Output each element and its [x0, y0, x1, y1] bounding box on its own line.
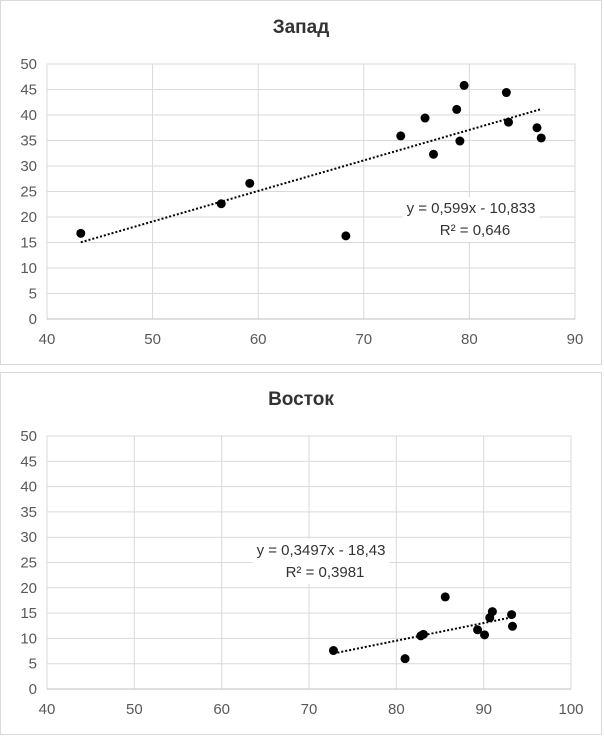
y-tick-label-east: 25 — [20, 555, 37, 572]
data-point-west — [428, 149, 438, 159]
y-tick-label-west: 0 — [29, 311, 37, 328]
y-tick-label-east: 10 — [20, 630, 37, 647]
x-tick-label-west: 90 — [567, 331, 584, 348]
y-tick-label-east: 50 — [20, 428, 37, 445]
x-tick-label-east: 60 — [213, 701, 230, 718]
data-point-east — [328, 646, 338, 656]
chart-panel-east: Восток 0 5 10 15 20 25 30 35 40 45 50 40 50 60 70 80 90 1… — [0, 372, 602, 735]
y-tick-label-east: 20 — [20, 580, 37, 597]
y-tick-label-east: 5 — [29, 656, 37, 673]
trendline-east — [333, 616, 513, 655]
data-point-west — [501, 88, 511, 98]
trend-equation-west: y = 0,599x - 10,833 — [407, 200, 536, 217]
chart-title-east: Восток — [268, 389, 334, 410]
data-point-east — [400, 654, 410, 664]
data-point-west — [503, 117, 513, 127]
data-point-east — [507, 621, 517, 631]
r-squared-label-east: R² = 0,3981 — [286, 564, 365, 581]
data-point-west — [455, 136, 465, 146]
data-point-east — [418, 629, 428, 639]
data-point-west — [396, 131, 406, 141]
y-tick-label-west: 40 — [20, 107, 37, 124]
chart-panel-west: Запад 0 5 10 15 20 25 30 35 40 45 50 40 50 60 70 80 90 y … — [0, 0, 602, 365]
equation-background-east — [252, 539, 390, 584]
data-point-west — [216, 199, 226, 209]
data-point-west — [76, 228, 86, 238]
y-tick-label-west: 15 — [20, 235, 37, 252]
data-point-east — [473, 625, 483, 635]
y-tick-label-west: 45 — [20, 82, 37, 99]
y-tick-label-east: 0 — [29, 681, 37, 698]
y-tick-label-east: 45 — [20, 453, 37, 470]
y-tick-label-west: 5 — [29, 286, 37, 303]
x-tick-label-west: 70 — [355, 331, 372, 348]
x-tick-label-east: 70 — [301, 701, 318, 718]
x-tick-label-west: 80 — [461, 331, 478, 348]
equation-background-west — [402, 197, 540, 242]
data-point-west — [245, 178, 255, 188]
x-tick-label-east: 80 — [388, 701, 405, 718]
y-tick-label-east: 40 — [20, 479, 37, 496]
data-point-west — [341, 231, 351, 241]
y-tick-label-east: 30 — [20, 529, 37, 546]
data-point-west — [536, 133, 546, 143]
r-squared-label-west: R² = 0,646 — [440, 222, 510, 239]
trend-equation-east: y = 0,3497x - 18,43 — [257, 542, 386, 559]
y-tick-label-east: 35 — [20, 504, 37, 521]
data-point-east — [440, 592, 450, 602]
data-point-west — [459, 80, 469, 90]
y-tick-label-west: 35 — [20, 133, 37, 150]
data-point-east — [487, 607, 497, 617]
x-tick-label-west: 40 — [39, 331, 56, 348]
data-point-west — [532, 123, 542, 133]
y-tick-label-east: 15 — [20, 605, 37, 622]
y-tick-label-west: 30 — [20, 158, 37, 175]
y-tick-label-west: 10 — [20, 260, 37, 277]
y-tick-label-west: 50 — [20, 56, 37, 73]
data-point-east — [480, 630, 490, 640]
data-point-west — [452, 104, 462, 114]
data-point-west — [420, 113, 430, 123]
scatter-plot-west: 0 5 10 15 20 25 30 35 40 45 50 40 50 60 70 80 90 y = 0,59… — [20, 56, 584, 348]
x-tick-label-east: 90 — [475, 701, 492, 718]
x-tick-label-east: 40 — [39, 701, 56, 718]
y-tick-label-west: 20 — [20, 209, 37, 226]
x-tick-label-west: 50 — [144, 331, 161, 348]
y-tick-label-west: 25 — [20, 184, 37, 201]
chart-title-west: Запад — [272, 17, 330, 38]
x-tick-label-east: 50 — [126, 701, 143, 718]
x-tick-label-west: 60 — [250, 331, 267, 348]
data-point-east — [507, 610, 517, 620]
x-tick-label-east: 100 — [558, 701, 583, 718]
scatter-plot-east: 0 5 10 15 20 25 30 35 40 45 50 40 50 60 70 80 90 100 y = 0… — [20, 428, 583, 718]
